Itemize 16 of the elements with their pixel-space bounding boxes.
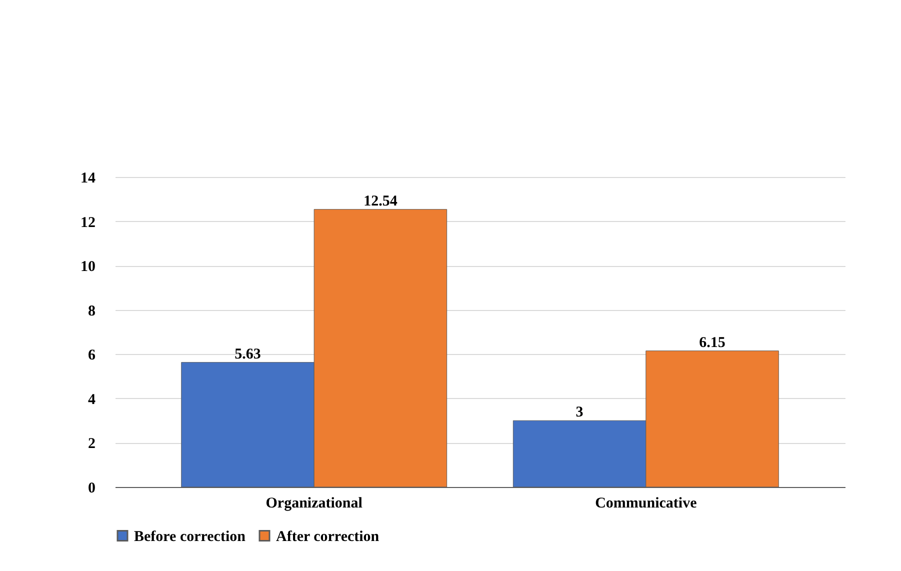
y-tick-label: 2 bbox=[88, 436, 96, 452]
x-tick-label: Communicative bbox=[595, 496, 698, 512]
y-tick-label: 0 bbox=[88, 480, 96, 496]
data-label: 12.54 bbox=[364, 193, 398, 210]
y-tick-label: 8 bbox=[88, 303, 96, 320]
data-label: 5.63 bbox=[234, 346, 261, 362]
data-label: 6.15 bbox=[699, 334, 726, 351]
y-tick-label: 6 bbox=[88, 348, 96, 364]
legend-label: Before correction bbox=[134, 528, 246, 545]
y-tick-label: 14 bbox=[80, 170, 96, 186]
y-tick-label: 4 bbox=[88, 392, 96, 408]
data-label: 3 bbox=[576, 404, 584, 421]
x-tick-label: Organizational bbox=[266, 496, 362, 512]
y-tick-label: 10 bbox=[80, 259, 96, 276]
y-tick-label: 12 bbox=[80, 214, 96, 231]
legend-label: After correction bbox=[276, 528, 380, 545]
